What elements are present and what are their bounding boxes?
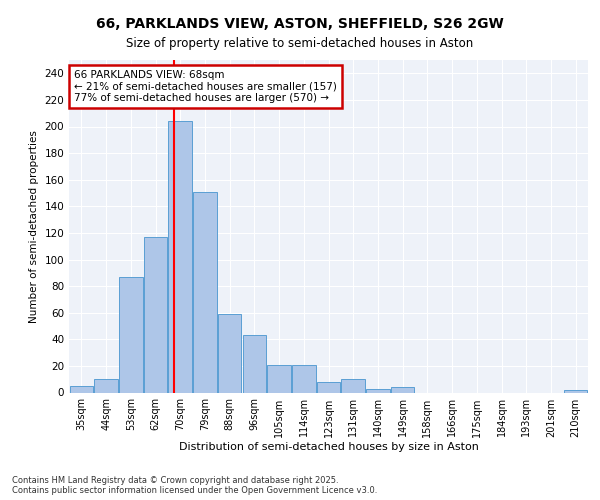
Bar (242, 336, 266, 392)
Text: 66, PARKLANDS VIEW, ASTON, SHEFFIELD, S26 2GW: 66, PARKLANDS VIEW, ASTON, SHEFFIELD, S2… (96, 18, 504, 32)
Bar (564, 390, 587, 392)
Bar (268, 364, 291, 392)
Bar (119, 277, 143, 392)
Bar (341, 379, 365, 392)
X-axis label: Distribution of semi-detached houses by size in Aston: Distribution of semi-detached houses by … (179, 442, 478, 452)
Bar (317, 382, 340, 392)
Bar (218, 314, 241, 392)
Bar (366, 388, 389, 392)
Bar (169, 121, 192, 392)
Bar (292, 364, 316, 392)
Text: 66 PARKLANDS VIEW: 68sqm
← 21% of semi-detached houses are smaller (157)
77% of : 66 PARKLANDS VIEW: 68sqm ← 21% of semi-d… (74, 70, 337, 103)
Bar (391, 387, 415, 392)
Bar (144, 237, 167, 392)
Bar (94, 379, 118, 392)
Text: Size of property relative to semi-detached houses in Aston: Size of property relative to semi-detach… (127, 36, 473, 50)
Text: Contains HM Land Registry data © Crown copyright and database right 2025.
Contai: Contains HM Land Registry data © Crown c… (12, 476, 377, 495)
Bar (193, 192, 217, 392)
Y-axis label: Number of semi-detached properties: Number of semi-detached properties (29, 130, 39, 322)
Bar (70, 386, 93, 392)
